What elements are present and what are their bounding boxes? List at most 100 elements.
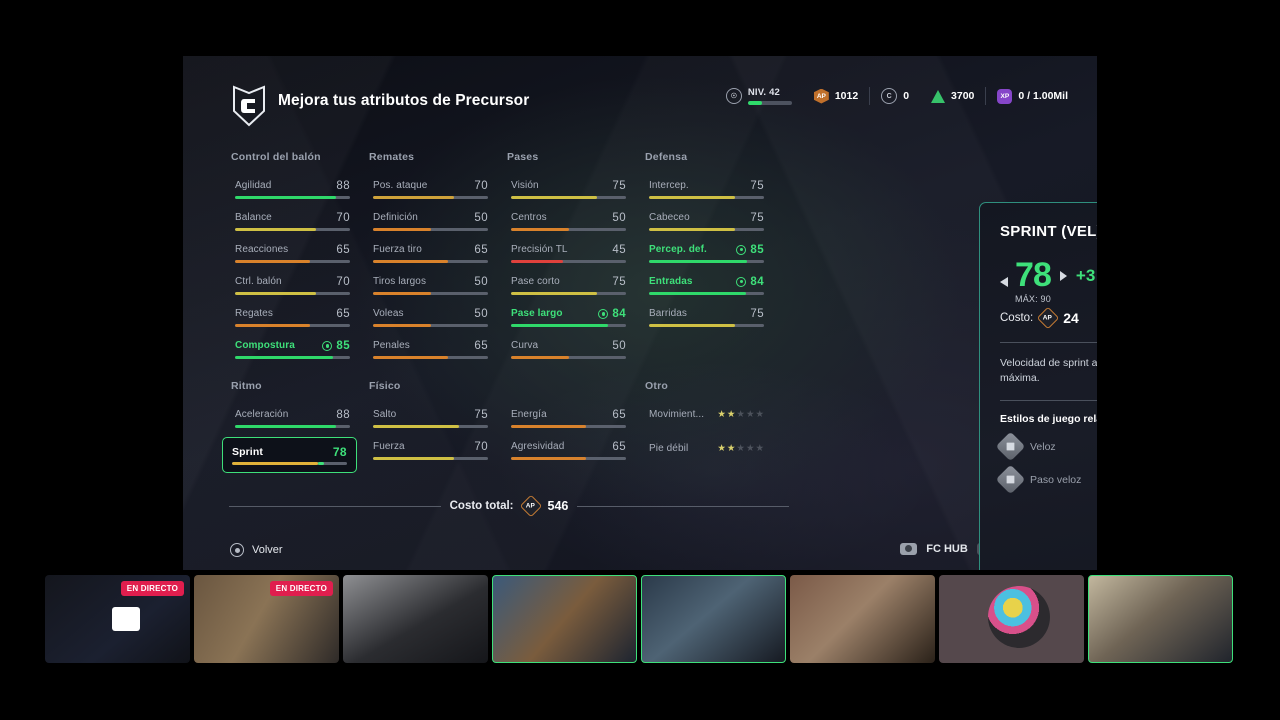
attribute-row[interactable]: Compostura 85: [231, 336, 354, 360]
attribute-row[interactable]: Precisión TL 45: [507, 240, 630, 263]
attribute-value: 75: [750, 307, 764, 320]
attribute-value: 70: [474, 440, 488, 453]
attribute-group: Intercep. 75 Cabeceo 75 Percep. def. 85 Entrad…: [645, 176, 781, 369]
video-thumbnail[interactable]: [790, 575, 935, 663]
points-progress-stat[interactable]: XP 0 / 1.00Mil: [986, 88, 1079, 104]
video-thumbnail[interactable]: [343, 575, 488, 663]
star-attribute-row[interactable]: Movimient... ★ ★ ★ ★ ★: [645, 405, 768, 422]
video-thumbnail[interactable]: [1088, 575, 1233, 663]
circle-button-icon: [230, 543, 244, 557]
star-icon: ★: [717, 408, 726, 420]
detail-title: SPRINT (VEL): [1000, 223, 1097, 240]
back-button[interactable]: Volver: [230, 543, 283, 557]
attribute-row[interactable]: Pase corto 75: [507, 272, 630, 295]
skill-points-value: 1012: [834, 90, 859, 102]
playstyle-label: Veloz: [1030, 440, 1056, 453]
playstyle-plus-icon: [736, 276, 747, 287]
playstyles-title: Estilos de juego relacionados: [1000, 413, 1097, 426]
attribute-row[interactable]: Aceleración 88: [231, 405, 354, 428]
level-indicator[interactable]: ☉ NIV. 42: [715, 87, 803, 105]
video-thumbnail[interactable]: EN DIRECTO: [45, 575, 190, 663]
star-attribute-row[interactable]: Pie débil ★ ★ ★ ★ ★: [645, 439, 768, 456]
attribute-name: Reacciones: [235, 244, 289, 256]
playstyle-item[interactable]: Veloz: [995, 432, 1097, 462]
attribute-value: 75: [612, 275, 626, 288]
video-thumbnail[interactable]: [641, 575, 786, 663]
attribute-row[interactable]: Centros 50: [507, 208, 630, 231]
divider-right: [577, 505, 789, 507]
attribute-name: Ctrl. balón: [235, 276, 282, 288]
attribute-row[interactable]: Curva 50: [507, 336, 630, 360]
attribute-name: Pase largo: [511, 308, 563, 320]
coins-stat[interactable]: C 0: [870, 88, 920, 104]
attribute-value: 50: [474, 275, 488, 288]
attribute-bar: [232, 462, 347, 465]
decrease-arrow-icon[interactable]: [1000, 277, 1008, 287]
attribute-row[interactable]: Cabeceo 75: [645, 208, 768, 231]
attribute-row[interactable]: Pase largo 84: [507, 304, 630, 327]
attribute-row[interactable]: Reacciones 65: [231, 240, 354, 263]
attribute-name: Visión: [511, 180, 539, 191]
green-currency-stat[interactable]: 3700: [920, 89, 985, 103]
group-header: Control del balón: [231, 151, 321, 163]
attribute-row[interactable]: Pos. ataque 70: [369, 176, 492, 199]
attribute-bar: [373, 356, 488, 360]
attribute-row[interactable]: Percep. def. 85: [645, 240, 768, 263]
video-thumbnail[interactable]: EN DIRECTO: [194, 575, 339, 663]
camera-icon[interactable]: [900, 542, 918, 555]
star-rating: ★ ★ ★ ★ ★: [717, 410, 764, 420]
attribute-row[interactable]: Balance 70: [231, 208, 354, 231]
attribute-row[interactable]: Entradas 84: [645, 272, 768, 295]
attribute-name: Sprint: [232, 445, 263, 458]
attribute-name: Entradas: [649, 276, 693, 288]
attribute-row[interactable]: Ctrl. balón 70: [231, 272, 354, 295]
attribute-row[interactable]: Sprint 78: [222, 437, 357, 473]
attribute-row[interactable]: Barridas 75: [645, 304, 768, 327]
video-thumbnail[interactable]: [492, 575, 637, 663]
attribute-upgrade-panel: Mejora tus atributos de Precursor ☉ NIV.…: [183, 56, 1097, 570]
group-headers-row-2: Ritmo Físico Otro: [231, 380, 811, 405]
attribute-bar: [649, 228, 764, 231]
attribute-value: 65: [612, 408, 626, 421]
star-icon: ★: [755, 442, 764, 454]
star-icon: ★: [736, 408, 745, 420]
attribute-bar: [235, 228, 350, 231]
detail-cost-row: Costo: AP 24: [1000, 306, 1097, 330]
attribute-group: Movimient... ★ ★ ★ ★ ★ Pie débil ★ ★ ★ ★ ★: [645, 405, 795, 482]
attribute-row[interactable]: Energía 65: [507, 405, 630, 428]
coin-icon: C: [881, 88, 898, 104]
attribute-row[interactable]: Agresividad 65: [507, 437, 630, 460]
attribute-bar: [511, 324, 626, 327]
video-thumbnail[interactable]: [939, 575, 1084, 663]
attribute-row[interactable]: Salto 75: [369, 405, 492, 428]
fc-hub-label[interactable]: FC HUB: [926, 542, 968, 555]
attribute-row[interactable]: Voleas 50: [369, 304, 492, 327]
attribute-bar: [373, 457, 488, 460]
attribute-value: 88: [336, 408, 350, 421]
attribute-row[interactable]: Agilidad 88: [231, 176, 354, 199]
star-rating: ★ ★ ★ ★ ★: [717, 444, 764, 454]
cost-total-amount: 546: [547, 499, 569, 513]
attribute-row[interactable]: Tiros largos 50: [369, 272, 492, 295]
attribute-row[interactable]: Fuerza 70: [369, 437, 492, 460]
attribute-value: 70: [474, 179, 488, 192]
group-headers-row-1: Control del balón Remates Pases Defensa: [231, 151, 791, 176]
attribute-row[interactable]: Regates 65: [231, 304, 354, 327]
attribute-row[interactable]: Fuerza tiro 65: [369, 240, 492, 263]
playstyle-item[interactable]: Paso veloz: [995, 465, 1097, 495]
attribute-name: Penales: [373, 340, 410, 352]
increase-arrow-icon[interactable]: [1059, 271, 1067, 281]
attribute-name: Aceleración: [235, 409, 289, 420]
attribute-row[interactable]: Penales 65: [369, 336, 492, 360]
attribute-row[interactable]: Definición 50: [369, 208, 492, 231]
attribute-group: Salto 75 Fuerza 70: [369, 405, 505, 482]
attribute-row[interactable]: Visión 75: [507, 176, 630, 199]
group-header: Defensa: [645, 151, 688, 163]
attributes-row-2: Ritmo Físico Otro Aceleración 88 Sprint 78 Sal…: [222, 380, 811, 482]
attribute-row[interactable]: Intercep. 75: [645, 176, 768, 199]
attribute-bar: [373, 260, 488, 263]
skill-points-stat[interactable]: AP 1012: [803, 88, 869, 104]
attribute-value: 75: [474, 408, 488, 421]
attribute-bar: [373, 196, 488, 199]
